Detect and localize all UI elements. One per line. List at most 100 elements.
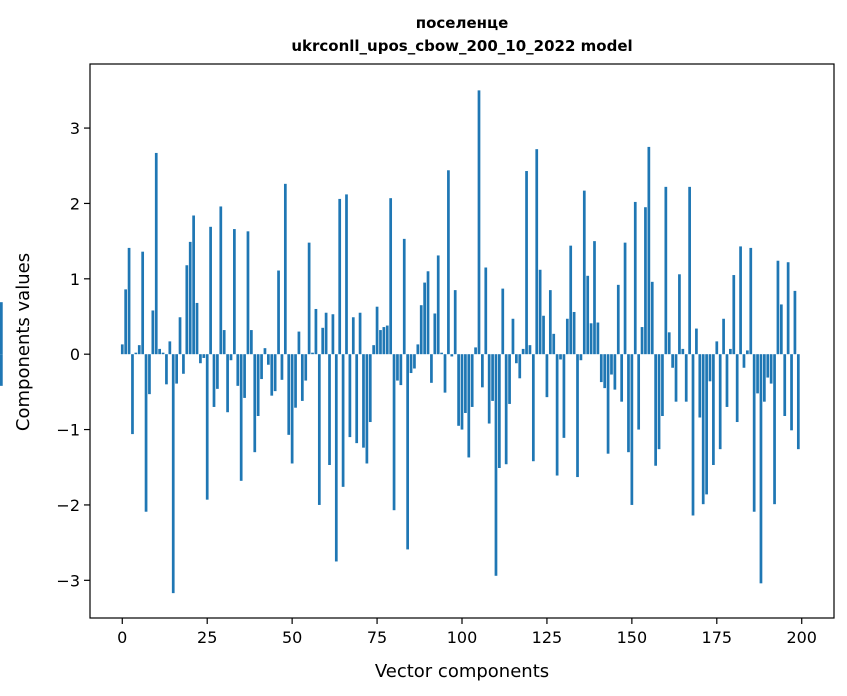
bar-123 xyxy=(538,269,542,355)
x-tick-label: 25 xyxy=(197,628,217,647)
bar-154 xyxy=(644,207,647,355)
bar-111 xyxy=(498,354,501,468)
bar-12 xyxy=(161,352,165,355)
bar-128 xyxy=(555,354,559,476)
bar-87 xyxy=(416,344,420,355)
bar-28 xyxy=(216,354,219,389)
bar-59 xyxy=(321,327,325,355)
bar-22 xyxy=(195,302,199,355)
bar-26 xyxy=(209,226,212,355)
y-tick-label: −1 xyxy=(56,421,80,440)
bar-179 xyxy=(729,348,732,355)
bar-117 xyxy=(518,354,522,379)
bar-91 xyxy=(430,354,433,383)
bar-24 xyxy=(202,354,206,358)
y-tick-label: 1 xyxy=(70,270,80,289)
bar-44 xyxy=(270,354,274,396)
bar-75 xyxy=(375,306,379,355)
bar-99 xyxy=(457,354,460,426)
bar-161 xyxy=(667,332,671,355)
bar-14 xyxy=(168,341,172,355)
bar-96 xyxy=(447,170,450,355)
bar-163 xyxy=(674,354,678,402)
x-tick-label: 50 xyxy=(282,628,302,647)
bar-189 xyxy=(763,354,766,402)
bar-139 xyxy=(593,241,596,355)
bar-55 xyxy=(307,242,311,355)
bar-68 xyxy=(351,317,355,355)
bar-40 xyxy=(256,354,260,416)
x-tick-label: 125 xyxy=(532,628,563,647)
bar-141 xyxy=(599,354,603,383)
x-tick-label: 175 xyxy=(702,628,733,647)
bar-54 xyxy=(304,354,308,381)
bar-133 xyxy=(572,311,576,355)
bar-102 xyxy=(467,354,471,458)
bar-36 xyxy=(243,354,246,398)
bar-167 xyxy=(688,186,691,355)
bar-168 xyxy=(691,354,695,516)
y-tick-label: 3 xyxy=(70,119,80,138)
bar-86 xyxy=(413,354,416,369)
bar-120 xyxy=(528,345,532,355)
bar-143 xyxy=(606,354,610,454)
bar-27 xyxy=(212,354,216,407)
bar-127 xyxy=(552,333,556,355)
bar-65 xyxy=(341,354,345,487)
bar-181 xyxy=(735,354,739,423)
bar-126 xyxy=(548,290,552,355)
bar-185 xyxy=(749,247,753,355)
bar-121 xyxy=(531,354,535,462)
bar-114 xyxy=(508,354,511,404)
y-axis-ticks: −3 −2 −1 0 1 2 3 xyxy=(56,119,90,590)
bar-145 xyxy=(613,354,617,390)
x-axis-label: Vector components xyxy=(375,661,549,682)
bar-72 xyxy=(365,354,369,464)
bar-10 xyxy=(154,152,158,355)
bar-166 xyxy=(684,354,688,402)
bar-135 xyxy=(579,354,583,361)
bar-170 xyxy=(698,354,702,418)
bar-93 xyxy=(436,255,440,355)
bar-81 xyxy=(396,354,399,381)
bar-103 xyxy=(470,354,474,407)
bar-131 xyxy=(565,318,569,355)
bar-29 xyxy=(219,206,223,355)
bar-41 xyxy=(260,354,263,380)
bar-137 xyxy=(586,275,590,355)
bar-180 xyxy=(732,275,736,355)
bar-160 xyxy=(664,186,668,355)
bar-38 xyxy=(250,330,253,355)
bar-90 xyxy=(426,271,430,355)
bar-136 xyxy=(582,190,586,355)
bar-77 xyxy=(382,327,386,355)
y-tick-label: 2 xyxy=(70,194,80,213)
bar-191 xyxy=(769,354,773,384)
bar-148 xyxy=(623,242,627,355)
bar-89 xyxy=(423,282,426,355)
bar-183 xyxy=(742,354,746,368)
bar-157 xyxy=(654,354,657,466)
bar-116 xyxy=(515,354,518,364)
bar-37 xyxy=(246,231,250,355)
bar-152 xyxy=(637,354,641,430)
bar-113 xyxy=(504,354,508,465)
y-axis-label: Components values xyxy=(13,253,34,431)
bar-50 xyxy=(290,354,294,464)
bar-142 xyxy=(603,354,607,389)
bar-165 xyxy=(681,348,685,355)
bar-6 xyxy=(141,251,145,355)
bar-187 xyxy=(756,354,759,394)
bar-178 xyxy=(725,354,729,407)
bar-101 xyxy=(464,354,467,413)
bar-158 xyxy=(657,354,661,450)
bar-130 xyxy=(562,354,566,438)
bar-92 xyxy=(433,313,437,355)
bar-186 xyxy=(752,354,756,512)
bar-80 xyxy=(392,354,396,511)
bar-150 xyxy=(630,354,634,505)
bar-35 xyxy=(239,354,243,481)
bar-61 xyxy=(328,354,331,465)
bar-97 xyxy=(450,354,454,357)
bar-146 xyxy=(616,284,620,355)
